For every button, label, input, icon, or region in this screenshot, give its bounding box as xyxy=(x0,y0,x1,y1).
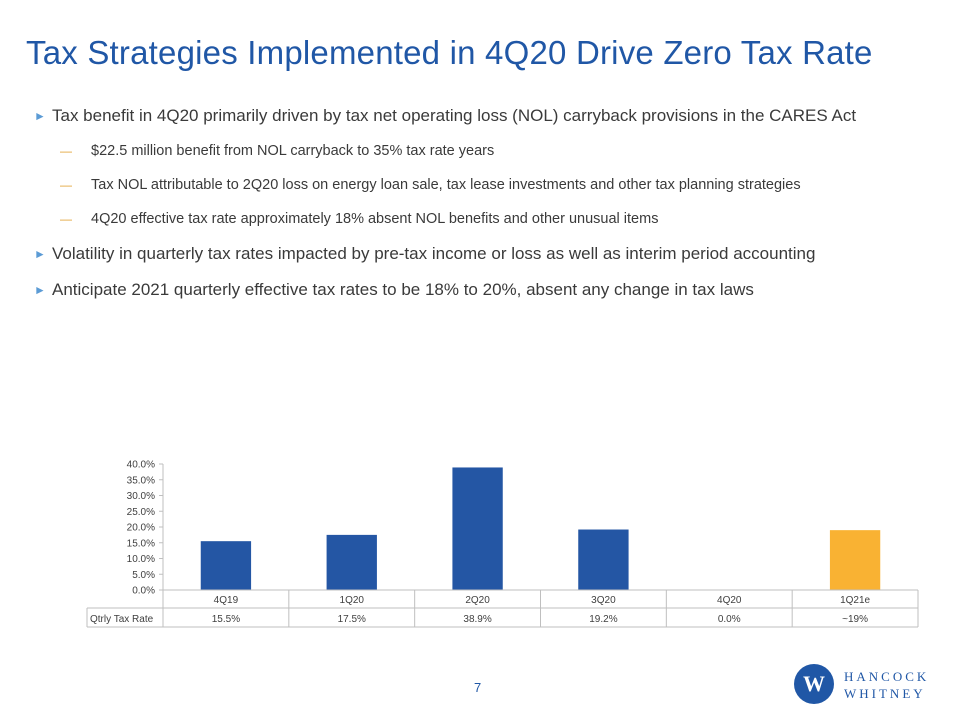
y-tick-label: 25.0% xyxy=(127,507,155,518)
category-label: 3Q20 xyxy=(591,595,616,606)
sub-bullet-text: $22.5 million benefit from NOL carryback… xyxy=(91,143,495,159)
bullet-arrow-icon: ► xyxy=(34,109,46,123)
hancock-whitney-logo: W HANCOCK WHITNEY xyxy=(794,664,934,706)
bar-2Q20 xyxy=(452,467,503,590)
y-tick-label: 15.0% xyxy=(127,538,155,549)
y-tick-label: 0.0% xyxy=(132,586,155,597)
bullet-dash-icon: — xyxy=(60,178,72,192)
sub-bullet-item: — $22.5 million benefit from NOL carryba… xyxy=(34,140,914,162)
data-label: ~19% xyxy=(842,614,868,625)
bullet-item: ► Volatility in quarterly tax rates impa… xyxy=(34,242,914,266)
logo-text-line1: HANCOCK xyxy=(844,669,930,684)
bullet-list: ► Tax benefit in 4Q20 primarily driven b… xyxy=(34,104,914,314)
sub-bullet-item: — Tax NOL attributable to 2Q20 loss on e… xyxy=(34,174,914,196)
logo-mark: W xyxy=(803,671,825,696)
series-label: Qtrly Tax Rate xyxy=(90,614,154,625)
category-label: 4Q20 xyxy=(717,595,742,606)
category-label: 2Q20 xyxy=(465,595,490,606)
bullet-item: ► Tax benefit in 4Q20 primarily driven b… xyxy=(34,104,914,128)
bar-1Q20 xyxy=(326,534,377,590)
data-label: 19.2% xyxy=(589,614,617,625)
bullet-text: Anticipate 2021 quarterly effective tax … xyxy=(52,280,754,299)
slide-title: Tax Strategies Implemented in 4Q20 Drive… xyxy=(26,34,873,71)
sub-bullet-item: — 4Q20 effective tax rate approximately … xyxy=(34,208,914,230)
bullet-item: ► Anticipate 2021 quarterly effective ta… xyxy=(34,278,914,302)
category-label: 1Q21e xyxy=(840,595,870,606)
category-label: 1Q20 xyxy=(340,595,365,606)
bar-1Q21e xyxy=(829,530,881,590)
bullet-dash-icon: — xyxy=(60,212,72,226)
y-tick-label: 5.0% xyxy=(132,570,155,581)
data-label: 38.9% xyxy=(463,614,491,625)
y-tick-label: 35.0% xyxy=(127,475,155,486)
sub-bullet-text: Tax NOL attributable to 2Q20 loss on ene… xyxy=(91,177,801,193)
bullet-dash-icon: — xyxy=(60,144,72,158)
bar-4Q19 xyxy=(200,541,252,590)
category-label: 4Q19 xyxy=(214,595,239,606)
y-tick-label: 20.0% xyxy=(127,523,155,534)
data-label: 17.5% xyxy=(338,614,366,625)
data-label: 15.5% xyxy=(212,614,240,625)
y-tick-label: 30.0% xyxy=(127,491,155,502)
logo-circle-icon xyxy=(794,664,834,704)
bullet-arrow-icon: ► xyxy=(34,283,46,297)
data-label: 0.0% xyxy=(718,614,741,625)
y-tick-label: 40.0% xyxy=(127,460,155,471)
bullet-arrow-icon: ► xyxy=(34,247,46,261)
sub-bullet-text: 4Q20 effective tax rate approximately 18… xyxy=(91,211,659,227)
bar-3Q20 xyxy=(578,529,629,590)
logo-text-line2: WHITNEY xyxy=(844,686,926,701)
bullet-text: Tax benefit in 4Q20 primarily driven by … xyxy=(52,106,857,125)
bullet-text: Volatility in quarterly tax rates impact… xyxy=(52,244,816,263)
y-tick-label: 10.0% xyxy=(127,554,155,565)
page-number: 7 xyxy=(474,680,482,695)
